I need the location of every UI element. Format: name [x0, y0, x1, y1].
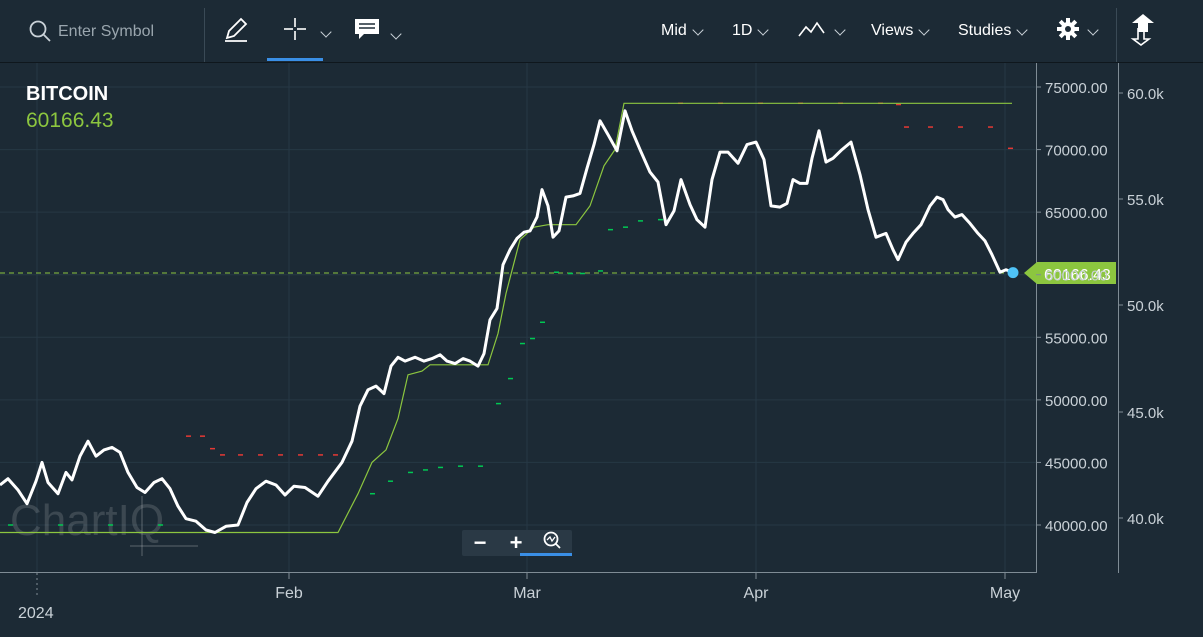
- magnifier-chart-icon: [542, 530, 562, 556]
- y-axis-label: 70000.00: [1045, 143, 1108, 160]
- y2-axis-label: 40.0k: [1127, 511, 1164, 528]
- y2-axis-label: 55.0k: [1127, 192, 1164, 209]
- reset-zoom-indicator: [520, 553, 572, 556]
- y-axis-label: 55000.00: [1045, 330, 1108, 347]
- chart-grid: [0, 63, 1036, 572]
- x-axis-label: Apr: [744, 585, 770, 602]
- toolbar-divider: [1116, 8, 1117, 62]
- views-label: Views: [871, 22, 914, 39]
- studies-label: Studies: [958, 22, 1012, 39]
- price-mode-dropdown[interactable]: Mid: [661, 0, 704, 62]
- primary-axis-border: [1036, 63, 1037, 573]
- x-axis-label: Feb: [275, 585, 303, 602]
- mountain-chart-icon: [798, 19, 826, 44]
- y-axis-primary: 75000.00 70000.00 65000.00 60000.00 55000.00…: [1036, 80, 1108, 535]
- price-mode-label: Mid: [661, 22, 687, 39]
- current-price-tag: 60166.43: [1024, 262, 1116, 284]
- parabolic-sar-study: [8, 102, 1013, 526]
- secondary-axis-border: [1118, 63, 1119, 573]
- band-line: [0, 102, 1012, 534]
- y-axis-label: 75000.00: [1045, 80, 1108, 97]
- share-export-button[interactable]: [1128, 0, 1158, 62]
- symbol-name: BITCOIN: [26, 83, 109, 105]
- views-dropdown[interactable]: Views: [871, 0, 931, 62]
- y2-axis-label: 45.0k: [1127, 405, 1164, 422]
- y2-axis-label: 50.0k: [1127, 298, 1164, 315]
- current-price-tag-text: 60166.43: [1044, 267, 1111, 284]
- zoom-controls: − +: [462, 530, 572, 556]
- x-axis-border: [0, 572, 1037, 573]
- toolbar-divider: [204, 8, 205, 62]
- chart-type-dropdown[interactable]: [798, 0, 846, 62]
- x-axis-label: Mar: [513, 585, 541, 602]
- active-tool-indicator: [267, 58, 323, 61]
- x-axis: Feb Mar Apr May: [275, 573, 1020, 602]
- y-axis-label: 45000.00: [1045, 455, 1108, 472]
- periodicity-dropdown[interactable]: 1D: [732, 0, 770, 62]
- year-label: 2024: [18, 605, 54, 622]
- periodicity-label: 1D: [732, 22, 753, 39]
- settings-dropdown[interactable]: [1057, 0, 1099, 62]
- comment-icon: [354, 17, 380, 46]
- minus-icon: −: [473, 530, 487, 555]
- last-price-dot: [1007, 267, 1019, 279]
- pencil-icon: [222, 15, 250, 48]
- chart-toolbar: Mid 1D Views Studies: [0, 0, 1203, 63]
- watermark-text: ChartIQ: [10, 496, 164, 545]
- y-axis-secondary: 60.0k 55.0k 50.0k 45.0k 40.0k: [1118, 86, 1164, 528]
- y2-axis-label: 60.0k: [1127, 86, 1164, 103]
- x-axis-label: May: [990, 585, 1020, 602]
- y-axis-label: 50000.00: [1045, 393, 1108, 410]
- studies-dropdown[interactable]: Studies: [958, 0, 1029, 62]
- gear-icon: [1057, 17, 1079, 45]
- export-arrows-icon: [1128, 12, 1158, 51]
- chart-panel[interactable]: [0, 63, 1203, 637]
- crosshair-button[interactable]: [282, 0, 332, 62]
- drawing-tool-button[interactable]: [222, 0, 250, 62]
- comments-button[interactable]: [354, 0, 402, 62]
- symbol-search-input[interactable]: [56, 18, 195, 46]
- crosshair-icon: [282, 16, 308, 47]
- zoom-out-button[interactable]: −: [465, 530, 495, 556]
- y-axis-label: 60000.00: [1045, 268, 1108, 285]
- price-line[interactable]: [0, 109, 1014, 534]
- reset-zoom-button[interactable]: [537, 530, 567, 556]
- search-icon[interactable]: [28, 0, 52, 62]
- zoom-in-button[interactable]: +: [501, 530, 531, 556]
- y-axis-label: 65000.00: [1045, 205, 1108, 222]
- plus-icon: +: [509, 530, 523, 555]
- current-price: 60166.43: [26, 109, 114, 132]
- y-axis-label: 40000.00: [1045, 518, 1108, 535]
- chartiq-watermark: ChartIQ: [10, 496, 198, 556]
